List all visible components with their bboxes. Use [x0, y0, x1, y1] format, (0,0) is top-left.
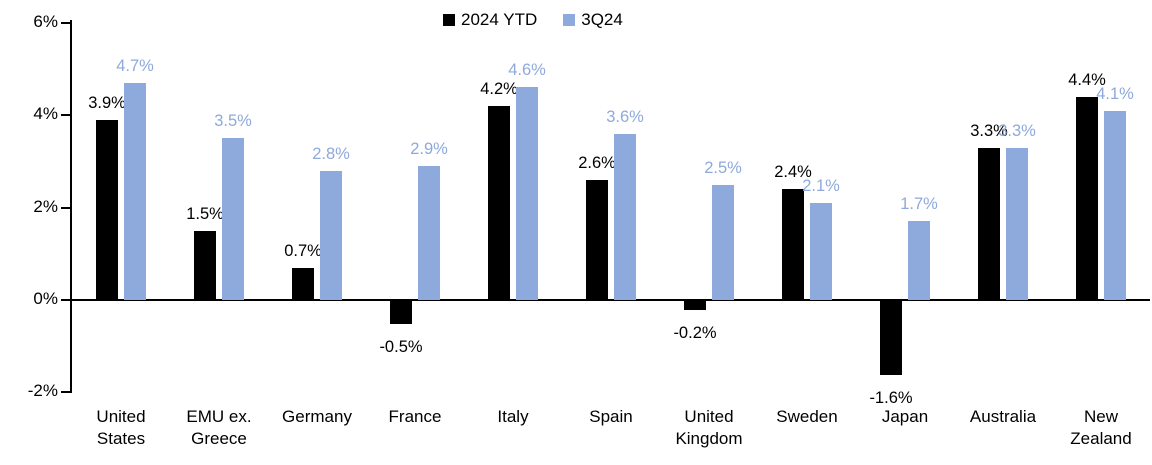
y-axis-tick [61, 206, 70, 209]
value-label-3q24: 3.6% [606, 107, 644, 126]
x-axis-category-label: EMU ex. Greece [186, 407, 252, 448]
bar-ytd-new-zealand [1076, 96, 1098, 300]
y-axis-tick-label: 2% [33, 196, 58, 216]
y-axis-tick [61, 299, 70, 301]
bar-ytd-italy [488, 105, 510, 300]
value-label-3q24: 1.7% [900, 195, 938, 214]
bar-ytd-united-states [96, 119, 118, 300]
bar-3q24-germany [320, 170, 342, 300]
legend-item-3q24: 3Q24 [563, 10, 623, 30]
legend-swatch-2024-ytd [443, 14, 455, 26]
bar-3q24-france [418, 166, 440, 300]
x-axis-category-label: Germany [282, 407, 352, 426]
bar-3q24-japan [908, 221, 930, 300]
bar-ytd-germany [292, 267, 314, 300]
zero-baseline [72, 299, 1150, 301]
bar-3q24-united-kingdom [712, 184, 734, 300]
x-axis-category-label: Spain [589, 407, 633, 426]
value-label-3q24: 4.7% [116, 56, 154, 75]
bar-ytd-japan [880, 301, 902, 375]
bar-3q24-emu-ex-greece [222, 138, 244, 300]
x-axis-category-label: Australia [969, 407, 1037, 426]
value-label-ytd: 1.5% [186, 204, 224, 223]
value-label-ytd: -0.2% [673, 324, 717, 343]
value-label-3q24: 3.3% [998, 121, 1036, 140]
legend-item-2024-ytd: 2024 YTD [443, 10, 537, 30]
bar-3q24-new-zealand [1104, 110, 1126, 300]
x-axis-category-label: France [388, 407, 442, 426]
value-label-3q24: 2.8% [312, 144, 350, 163]
bar-3q24-australia [1006, 147, 1028, 300]
bar-ytd-spain [586, 179, 608, 300]
bar-ytd-australia [978, 147, 1000, 300]
value-label-ytd: 4.4% [1068, 70, 1106, 89]
value-label-3q24: 2.9% [410, 140, 448, 159]
value-label-3q24: 4.1% [1096, 84, 1134, 103]
bar-3q24-sweden [810, 202, 832, 300]
legend-swatch-3q24 [563, 14, 576, 26]
x-axis-category-label: New Zealand [1070, 407, 1132, 448]
bar-3q24-italy [516, 87, 538, 300]
x-axis-category-label: Japan [881, 407, 929, 426]
value-label-ytd: -0.5% [379, 338, 423, 357]
value-label-3q24: 2.1% [802, 176, 840, 195]
bar-3q24-united-states [124, 82, 146, 300]
value-label-ytd: 3.3% [970, 121, 1008, 140]
y-axis-tick-label: -2% [27, 381, 58, 401]
value-label-ytd: 4.2% [480, 79, 518, 98]
value-label-ytd: -1.6% [869, 388, 913, 407]
y-axis-tick [61, 391, 70, 394]
value-label-3q24: 4.6% [508, 61, 546, 80]
y-axis-tick-label: 0% [33, 289, 58, 308]
bar-ytd-sweden [782, 189, 804, 300]
x-axis-category-label: Sweden [776, 407, 838, 426]
value-label-3q24: 3.5% [214, 112, 252, 131]
value-label-ytd: 2.6% [578, 153, 616, 172]
x-axis-category-label: United Kingdom [675, 407, 743, 448]
legend-label-3q24: 3Q24 [581, 10, 623, 29]
y-axis-tick-label: 4% [33, 104, 58, 124]
value-label-ytd: 3.9% [88, 93, 126, 112]
value-label-ytd: 0.7% [284, 241, 322, 260]
bar-ytd-emu-ex-greece [194, 230, 216, 300]
y-axis-tick [61, 21, 70, 24]
bar-ytd-france [390, 301, 412, 325]
value-label-ytd: 2.4% [774, 163, 812, 182]
legend: 2024 YTD 3Q24 [443, 10, 623, 30]
bar-ytd-united-kingdom [684, 301, 706, 311]
x-axis-category-label: Italy [497, 407, 529, 426]
y-axis-tick-label: 6% [33, 11, 58, 31]
bar-3q24-spain [614, 133, 636, 300]
value-label-3q24: 2.5% [704, 158, 742, 177]
y-axis-tick [61, 114, 70, 117]
x-axis-category-label: United States [96, 407, 146, 448]
y-axis-line [70, 20, 72, 393]
legend-label-2024-ytd: 2024 YTD [461, 10, 538, 29]
